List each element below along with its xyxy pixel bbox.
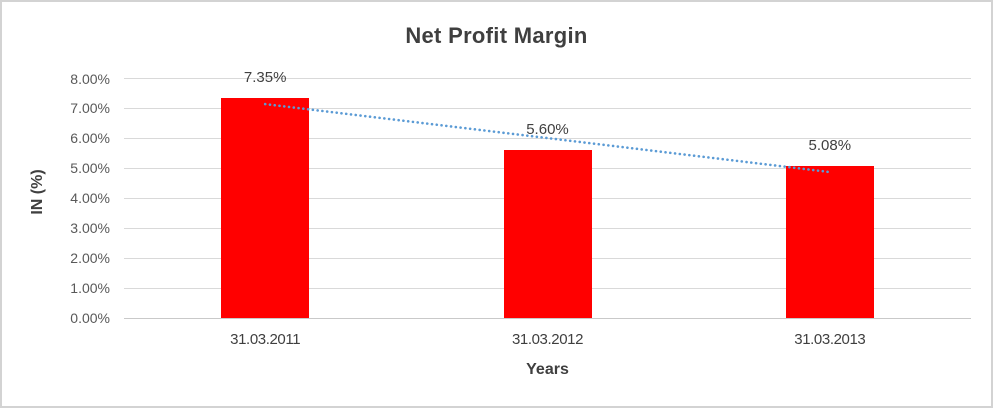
y-tick-label: 3.00%	[70, 220, 110, 237]
y-tick-label: 8.00%	[70, 70, 110, 87]
bar	[221, 97, 310, 318]
bar-data-label: 5.60%	[526, 121, 569, 139]
y-tick-label: 6.00%	[70, 130, 110, 147]
gridline	[124, 78, 971, 79]
x-tick-label: 31.03.2011	[230, 331, 301, 348]
y-tick-label: 2.00%	[70, 250, 110, 267]
y-tick-label: 7.00%	[70, 100, 110, 117]
chart-title: Net Profit Margin	[405, 23, 588, 48]
y-tick-label: 5.00%	[70, 160, 110, 177]
y-tick-label: 0.00%	[70, 310, 110, 326]
bar	[785, 165, 874, 318]
y-axis-title: IN (%)	[29, 169, 46, 215]
x-axis-line	[124, 317, 971, 319]
x-axis-title: Years	[526, 361, 569, 378]
y-tick-label: 1.00%	[70, 280, 110, 297]
bar-data-label: 7.35%	[243, 68, 287, 86]
x-tick-label: 31.03.2013	[794, 331, 866, 348]
bar-data-label: 5.08%	[808, 136, 852, 154]
x-tick-label: 31.03.2012	[511, 331, 584, 348]
bar	[503, 150, 592, 318]
y-tick-label: 4.00%	[70, 190, 110, 207]
